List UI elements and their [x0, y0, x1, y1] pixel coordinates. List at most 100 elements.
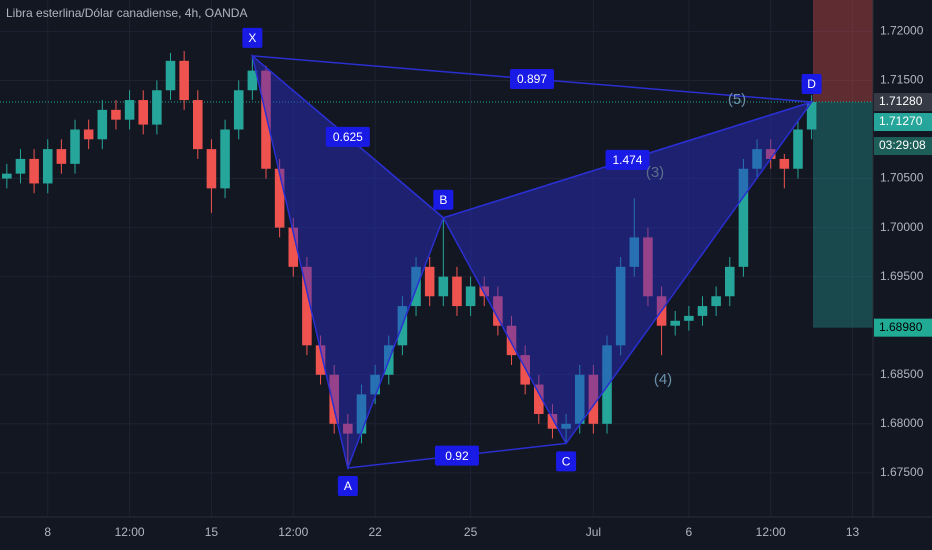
- candle-body: [752, 149, 762, 169]
- candle-body: [343, 423, 353, 434]
- candle-body: [724, 266, 735, 297]
- y-tick-label: 1.70500: [880, 171, 924, 185]
- candle-body: [534, 384, 544, 414]
- candle-body: [97, 109, 108, 140]
- x-tick-label: 15: [205, 525, 219, 539]
- candle-body: [2, 173, 12, 179]
- price-label: 1.71280: [879, 94, 923, 108]
- point-box: [337, 475, 358, 496]
- x-tick-label: 13: [846, 525, 860, 539]
- candle-body: [56, 149, 67, 164]
- candle-body: [779, 158, 790, 169]
- candle-body: [424, 266, 435, 297]
- candle-body: [738, 168, 749, 267]
- candle-body: [233, 90, 244, 130]
- price-label-bg: [874, 137, 932, 156]
- ratio-label: 0.625: [333, 130, 363, 144]
- candle-body: [247, 70, 258, 91]
- candle-body: [574, 374, 585, 424]
- wave-label: (5): [728, 91, 746, 108]
- price-label: 1.68980: [879, 320, 923, 334]
- price-label-bg: [874, 318, 932, 337]
- candle-body: [806, 102, 817, 130]
- chart-title: Libra esterlina/Dólar canadiense, 4h, OA…: [6, 6, 247, 20]
- point-label: A: [344, 479, 352, 493]
- candle-body: [684, 315, 694, 321]
- y-tick-label: 1.72000: [880, 24, 924, 38]
- pattern: 0.897 0.625 1.474 0.92 X A B C D: [242, 27, 822, 496]
- y-tick-label: 1.68500: [880, 367, 924, 381]
- x-tick-label: 25: [464, 525, 478, 539]
- point-box: [801, 74, 822, 95]
- x-tick-label: 12:00: [278, 525, 308, 539]
- point-label: C: [562, 455, 571, 469]
- price-label: 03:29:08: [879, 138, 926, 152]
- candle-body: [711, 296, 721, 307]
- target-zone: [813, 102, 873, 328]
- candle-body: [588, 374, 599, 424]
- price-label: 1.71270: [879, 114, 923, 128]
- candle-body: [370, 374, 380, 395]
- candle-body: [520, 355, 530, 385]
- candle-body: [193, 100, 203, 150]
- y-tick-label: 1.68000: [880, 416, 924, 430]
- x-tick-label: Jul: [586, 525, 601, 539]
- ratio-label: 0.897: [517, 72, 547, 86]
- candle-body: [629, 237, 640, 267]
- candle-body: [329, 374, 339, 424]
- candle-body: [124, 100, 135, 120]
- candle-body: [70, 129, 80, 164]
- candle-body: [465, 286, 476, 307]
- x-tick-label: 22: [368, 525, 382, 539]
- candle-body: [206, 149, 217, 189]
- candle-body: [138, 100, 149, 125]
- x-tick-label: 8: [44, 525, 51, 539]
- y-tick-label: 1.71500: [880, 73, 924, 87]
- point-box: [433, 189, 454, 210]
- price-label-bg: [874, 93, 932, 112]
- point-box: [556, 451, 577, 472]
- candle-body: [547, 413, 558, 429]
- y-tick-label: 1.69500: [880, 269, 924, 283]
- candle-body: [261, 70, 271, 169]
- ratio-box: [325, 126, 370, 147]
- candle-body: [506, 325, 517, 356]
- x-tick-label: 12:00: [115, 525, 145, 539]
- candle-body: [452, 276, 462, 307]
- point-label: B: [439, 193, 447, 207]
- candle-body: [83, 129, 94, 140]
- candle-body: [793, 129, 803, 169]
- ratio-box: [509, 68, 554, 89]
- axes: 1.67500 1.68000 1.68500 1.69500 1.70000 1.705…: [44, 24, 932, 539]
- candle-body: [220, 129, 230, 189]
- candle-body: [765, 149, 776, 159]
- candle-body: [493, 296, 503, 326]
- x-tick-label: 12:00: [756, 525, 786, 539]
- point-label: D: [807, 77, 816, 91]
- candle-body: [411, 266, 421, 307]
- price-axis: [873, 0, 932, 550]
- ratio-label: 0.92: [445, 449, 469, 463]
- candle-body: [602, 345, 612, 424]
- candle-body: [697, 306, 708, 316]
- candle-body: [274, 168, 285, 228]
- point-box: [242, 27, 263, 48]
- candle-body: [561, 423, 571, 429]
- candle-body: [356, 394, 367, 434]
- candle-body: [643, 237, 653, 297]
- candle-body: [152, 90, 162, 125]
- x-tick-label: 6: [686, 525, 693, 539]
- candle-body: [111, 109, 121, 120]
- candle-body: [479, 286, 490, 297]
- candle-body: [438, 276, 449, 297]
- point-label: X: [248, 31, 256, 45]
- ratio-box: [605, 149, 650, 170]
- candle-body: [315, 345, 326, 375]
- candle-body: [288, 227, 299, 267]
- candle-body: [15, 158, 26, 174]
- candle-body: [302, 266, 312, 346]
- y-tick-label: 1.70000: [880, 220, 924, 234]
- candle-body: [670, 320, 680, 326]
